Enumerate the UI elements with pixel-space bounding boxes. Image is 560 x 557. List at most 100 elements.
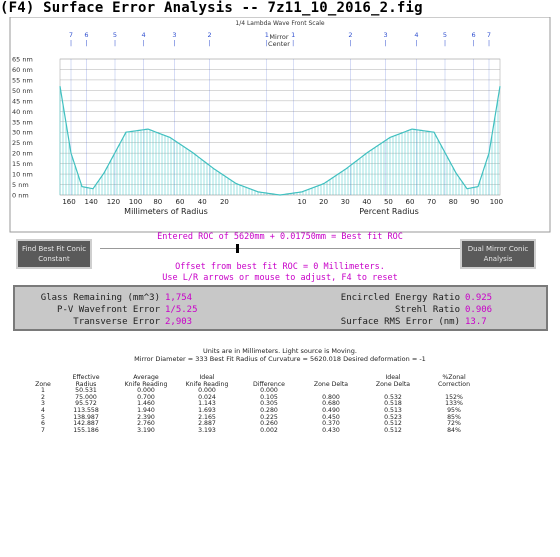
x-right-tick-label: 100 [490,198,503,206]
table-cell: Average [133,374,159,381]
zone-marker-label: 1 [291,31,295,39]
table-cell: Ideal [385,374,401,381]
encircled-energy-label: Encircled Energy Ratio [340,293,460,303]
y-tick-label: 10 nm [12,171,33,179]
table-cell: 113.558 [73,406,99,414]
pv-error-value: 1/5.25 [165,305,198,315]
zone-marker-tick: | [473,40,475,47]
roc-slider-thumb[interactable] [236,244,239,253]
x-right-tick-label: 20 [319,198,328,206]
transverse-label: Transverse Error [73,317,160,327]
table-cell: Knife Reading [185,380,229,388]
x-right-tick-label: 80 [449,198,458,206]
table-cell: 3 [41,400,45,408]
table-cell: 142.887 [73,420,99,428]
zone-marker-label: 4 [414,31,418,39]
table-row: 7 155.186 3.190 3.193 0.002 0.430 0.512 84% [30,426,484,435]
y-tick-label: 5 nm [12,181,29,189]
table-header-row: Effective Average Ideal Ideal %Zonal [30,374,484,382]
roc-slider-track [100,248,460,249]
table-cell: 1.940 [137,406,155,414]
x-left-tick-label: 20 [220,198,229,206]
table-cell: 2 [41,393,45,401]
table-cell: 0.680 [322,400,340,408]
table-cell: Radius [75,380,97,388]
x-left-tick-label: 100 [129,198,142,206]
table-cell: 2.165 [198,413,216,421]
table-cell: 95% [447,406,461,414]
x-right-tick-label: 60 [406,198,415,206]
dual-mirror-conic-line2: Analysis [483,255,513,263]
rms-value: 13.7 [465,317,487,327]
find-best-fit-conic-line2: Constant [38,255,70,263]
zone-marker-tick: | [266,40,268,47]
x-left-tick-label: 80 [153,198,162,206]
table-cell: 0.450 [322,413,340,421]
table-cell: 2.760 [137,420,155,428]
zone-marker-tick: | [85,40,87,47]
y-tick-label: 30 nm [12,129,33,137]
table-row: 3 95.572 1.460 1.143 0.305 0.680 0.518 133% [30,401,484,408]
zone-marker-label: 3 [384,31,388,39]
x-left-tick-label: 140 [85,198,98,206]
table-cell: 0.800 [322,393,340,401]
table-cell: 6 [41,420,45,428]
pv-error-label: P-V Wavefront Error [57,305,160,315]
table-cell: 0.024 [198,393,216,401]
stats-panel: Glass Remaining (mm^3) 1,754 P-V Wavefro… [13,285,548,331]
zone-marker-label: 2 [208,31,212,39]
table-cell: 3.190 [137,426,155,434]
zone-marker-tick: | [114,40,116,47]
zone-marker-label: 6 [472,31,476,39]
zone-marker-tick: | [209,40,211,47]
table-cell: Knife Reading [124,380,168,388]
zone-table: Effective Average Ideal Ideal %Zonal Zone Radi… [30,374,484,435]
graph-caption: 1/4 Lambda Wave Front Scale [235,20,325,27]
zone-marker-tick: | [143,40,145,47]
table-cell: 133% [445,400,463,408]
x-left-axis-label: Millimeters of Radius [124,207,208,216]
table-cell: 0.260 [260,420,278,428]
table-cell: 0.000 [198,387,216,395]
zone-marker-label: 7 [69,31,73,39]
zone-marker-tick: | [444,40,446,47]
y-tick-label: 15 nm [12,160,33,168]
table-cell: 0.512 [384,426,402,434]
strehl-label: Strehl Ratio [394,305,460,315]
find-best-fit-conic-line1: Find Best Fit Conic [21,245,87,253]
y-tick-label: 25 nm [12,139,33,147]
table-cell: 1.143 [198,400,216,408]
find-best-fit-conic-button[interactable]: Find Best Fit Conic Constant [16,239,92,269]
center-label: Center [268,40,290,48]
table-cell: 84% [447,426,461,434]
table-cell: Zone Delta [313,380,349,388]
table-cell: 155.186 [73,426,99,434]
strehl-value: 0.906 [465,305,493,315]
zone-marker-tick: | [173,40,175,47]
table-cell: 2.887 [198,420,216,428]
table-cell: Effective [72,374,100,381]
table-cell: 1 [41,387,45,395]
table-row: 2 75.000 0.700 0.024 0.105 0.800 0.532 152% [30,393,484,402]
zone-marker-label: 2 [348,31,352,39]
x-right-tick-label: 30 [341,198,350,206]
zone-marker-label: 1 [265,31,269,39]
table-cell: 0.700 [137,393,155,401]
table-cell: 138.987 [73,413,99,421]
roc-line: Entered ROC of 5620mm + 0.01750mm = Best… [157,232,403,242]
y-tick-label: 40 nm [12,108,33,116]
zone-marker-tick: | [415,40,417,47]
table-cell: 0.523 [384,413,402,421]
table-cell: 95.572 [75,400,97,408]
y-tick-label: 60 nm [12,66,33,74]
x-right-tick-label: 70 [427,198,436,206]
encircled-energy-value: 0.925 [465,293,493,303]
zone-marker-label: 7 [487,31,491,39]
zone-marker-label: 5 [443,31,447,39]
roc-slider[interactable] [100,244,460,253]
dual-mirror-conic-button[interactable]: Dual Mirror Conic Analysis [460,239,536,269]
table-row: 4 113.558 1.940 1.693 0.280 0.490 0.513 95% [30,406,484,415]
table-cell: 0.518 [384,400,402,408]
table-cell: Correction [437,380,470,388]
window-title: (F4) Surface Error Analysis -- 7z11_10_2… [0,0,423,16]
